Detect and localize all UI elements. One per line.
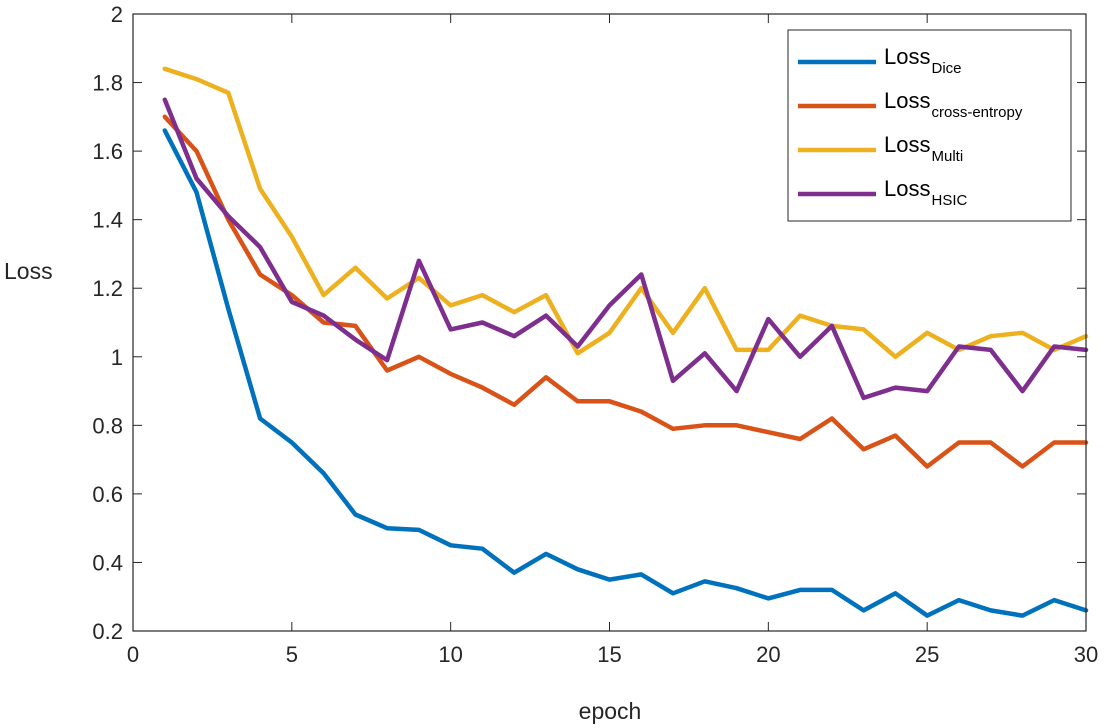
- y-tick-label: 1: [111, 345, 123, 370]
- y-tick-label: 1.8: [92, 71, 123, 96]
- series-lines: [162, 66, 1089, 618]
- legend-label-subscript: HSIC: [931, 192, 967, 209]
- legend-label-main: Loss: [884, 88, 930, 113]
- axis-ticks: 0 5 10 15 20 25 30 0.2 0.4 0.6 0.8 1 1.2 1.4 1.6 1.8 2: [92, 2, 1098, 667]
- series-line-multi: [162, 66, 1089, 360]
- legend-label-subscript: Multi: [931, 148, 963, 165]
- x-tick-label: 25: [915, 642, 939, 667]
- y-tick-label: 0.2: [92, 619, 123, 644]
- x-tick-label: 20: [756, 642, 780, 667]
- series-line-dice: [162, 128, 1089, 618]
- y-tick-label: 1.6: [92, 139, 123, 164]
- x-axis-title: epoch: [579, 698, 642, 724]
- legend-label: LossHSIC: [884, 176, 967, 209]
- x-tick-label: 0: [127, 642, 139, 667]
- series-line-hsic: [162, 97, 1089, 401]
- legend-label: LossMulti: [884, 132, 963, 165]
- legend-label-subscript: cross-entropy: [931, 104, 1022, 121]
- y-tick-label: 0.6: [92, 482, 123, 507]
- y-tick-label: 0.4: [92, 550, 123, 575]
- y-tick-label: 1.4: [92, 208, 123, 233]
- x-tick-label: 30: [1074, 642, 1098, 667]
- x-tick-label: 15: [597, 642, 621, 667]
- legend-label-subscript: Dice: [931, 60, 961, 77]
- legend-label-main: Loss: [884, 132, 930, 157]
- x-tick-label: 10: [438, 642, 462, 667]
- y-tick-label: 1.2: [92, 276, 123, 301]
- y-tick-label: 2: [111, 2, 123, 27]
- y-tick-label: 0.8: [92, 413, 123, 438]
- y-axis-title: Loss: [4, 258, 53, 284]
- x-tick-label: 5: [286, 642, 298, 667]
- legend-label: Losscross-entropy: [884, 88, 1023, 121]
- legend: LossDiceLosscross-entropyLossMultiLossHS…: [787, 29, 1072, 222]
- legend-label-main: Loss: [884, 44, 930, 69]
- legend-label-main: Loss: [884, 176, 930, 201]
- series-line-cross-entropy: [162, 114, 1089, 469]
- legend-label: LossDice: [884, 44, 962, 77]
